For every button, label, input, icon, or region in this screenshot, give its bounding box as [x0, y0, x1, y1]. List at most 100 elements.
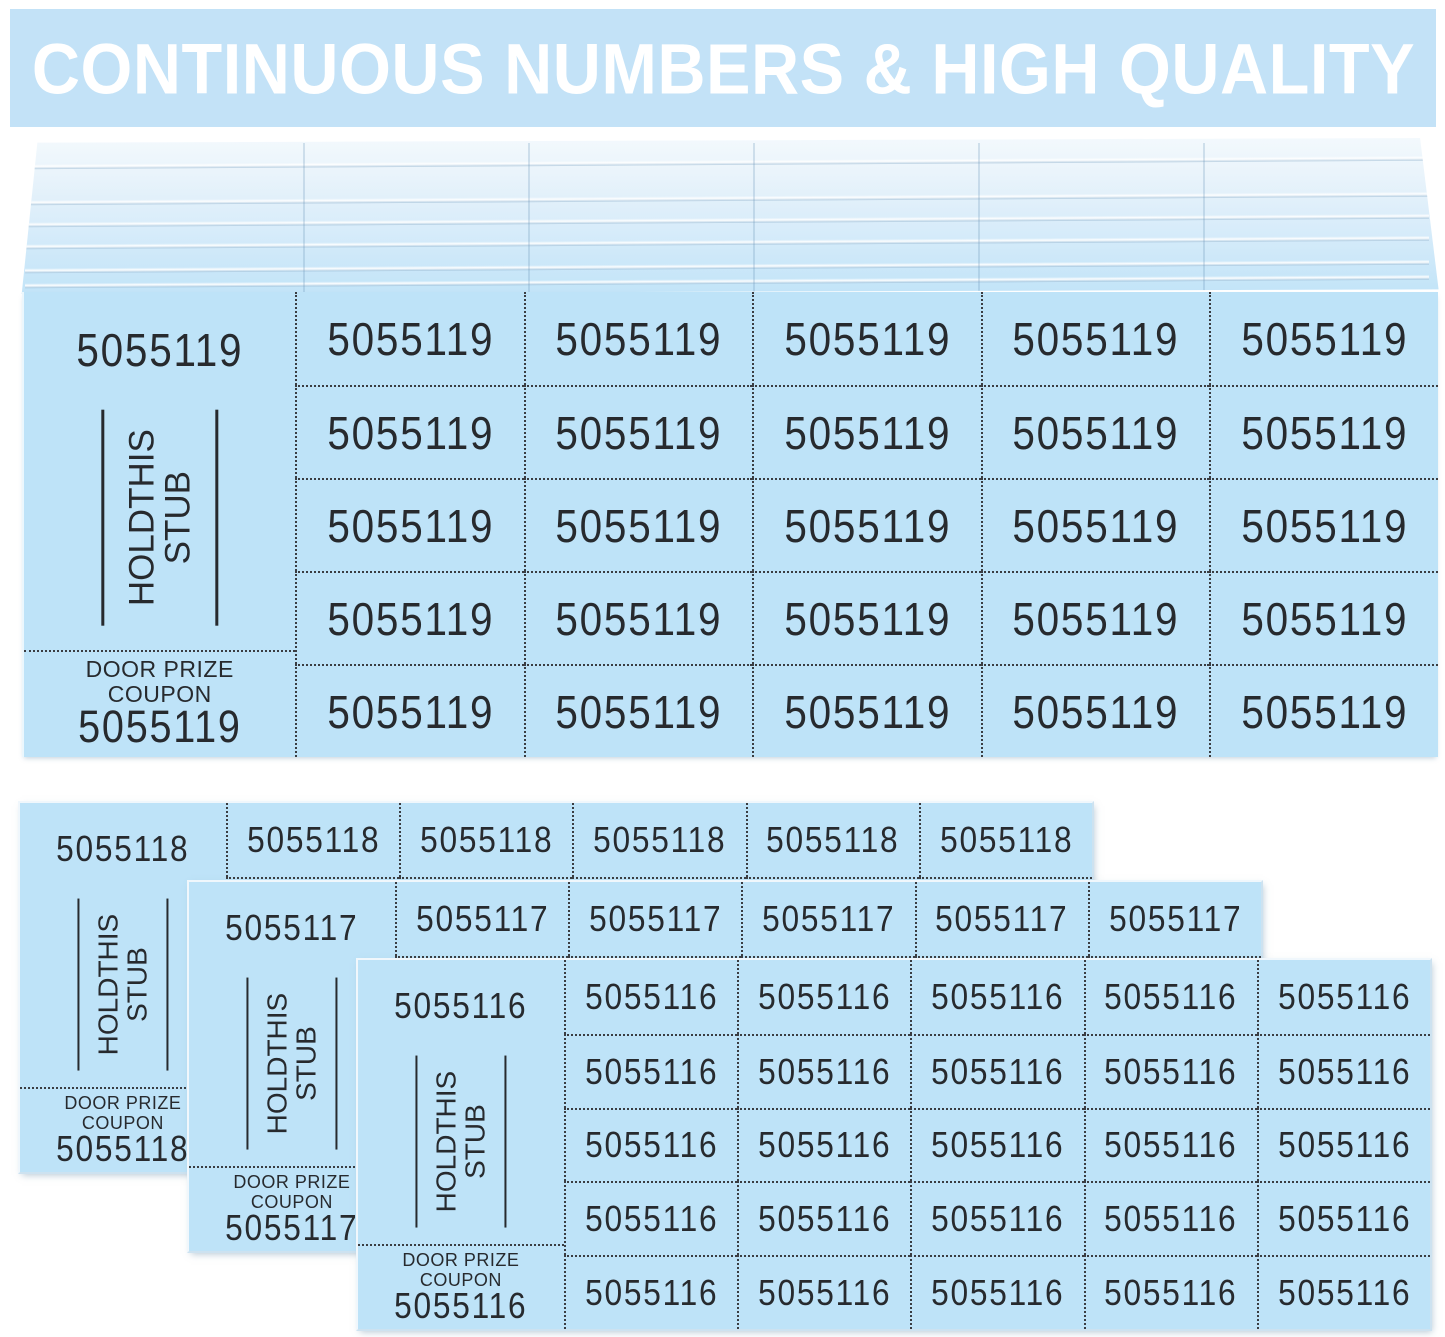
ticket-cell: 5055117 [394, 882, 568, 956]
hold-stub-area: HOLDTHIS STUB [24, 408, 295, 650]
ticket-cell: 5055116 [1083, 1255, 1257, 1329]
ticket-cell: 5055119 [980, 292, 1210, 385]
stack-edge-line [24, 274, 1429, 289]
ticket-serial-number: 5055119 [1241, 499, 1409, 552]
ticket-cell: 5055116 [1256, 1033, 1430, 1108]
hold-label-line: STUB [458, 1103, 490, 1179]
ticket-serial-number: 5055119 [1012, 499, 1180, 552]
ticket-cell: 5055116 [737, 1107, 911, 1182]
hold-label-line: HOLDTHIS [92, 913, 124, 1055]
ticket-cell: 5055119 [295, 385, 524, 478]
banner: CONTINUOUS NUMBERS & HIGH QUALITY [0, 0, 1445, 137]
ticket-serial-number: 5055119 [555, 312, 723, 365]
ticket-cell: 5055116 [910, 1181, 1084, 1256]
ticket-cell: 5055116 [1083, 1107, 1257, 1182]
serial-number-text: 5055118 [56, 828, 190, 870]
hold-label-line: STUB [289, 1025, 321, 1101]
ticket-cell: 5055119 [523, 385, 753, 478]
ticket-cell: 5055119 [295, 292, 524, 385]
coupon-label-line: DOOR PRIZE [64, 1093, 182, 1114]
ticket-serial-number: 5055119 [1012, 406, 1180, 459]
ticket-serial-number: 5055116 [1277, 1198, 1412, 1240]
ticket-cell: 5055119 [295, 478, 524, 571]
ticket-serial-number: 5055119 [1012, 592, 1180, 645]
hold-label-line: HOLDTHIS [430, 1070, 462, 1212]
ticket-cell: 5055118 [225, 803, 399, 877]
ticket-serial-number: 5055116 [758, 975, 892, 1017]
ticket-cell: 5055119 [752, 478, 981, 571]
ticket-stub: 5055116 HOLDTHIS STUB DOOR PRIZE COUPON 50551… [358, 960, 564, 1329]
ticket-serial-number: 5055116 [1104, 1272, 1238, 1314]
ticket-serial-number: 5055116 [1277, 1272, 1412, 1314]
ticket-cell: 5055116 [1083, 960, 1257, 1034]
coupon-serial-number: 5055116 [358, 1287, 564, 1323]
ticket-cell: 5055116 [910, 960, 1083, 1034]
ticket-serial-number: 5055116 [584, 1272, 719, 1314]
serial-number-text: 5055119 [77, 700, 242, 752]
ticket-serial-number: 5055119 [1241, 685, 1409, 738]
banner-title: CONTINUOUS NUMBERS & HIGH QUALITY [31, 27, 1415, 109]
ticket-cell: 5055118 [918, 803, 1092, 877]
ticket-stack-edges [21, 138, 1439, 294]
stack-column-crease [303, 142, 305, 294]
serial-number-text: 5055119 [76, 324, 244, 377]
stack-edge-line [24, 235, 1429, 250]
stack-edge-line [24, 213, 1429, 228]
ticket-serial-number: 5055116 [1277, 1124, 1412, 1166]
ticket-serial-number: 5055119 [327, 499, 495, 552]
ticket-serial-number: 5055119 [555, 685, 723, 738]
ticket-cell: 5055116 [737, 1181, 911, 1256]
serial-number-text: 5055116 [394, 985, 528, 1027]
ticket-serial-number: 5055118 [246, 818, 381, 860]
ticket-serial-number: 5055117 [762, 897, 896, 939]
ticket-cell: 5055119 [1209, 571, 1438, 664]
ticket-serial-number: 5055119 [1241, 592, 1409, 645]
ticket-cell: 5055118 [745, 803, 919, 877]
ticket-stub: 5055117 HOLDTHIS STUB DOOR PRIZE COUPON 50551… [189, 882, 395, 1251]
ticket-serial-number: 5055119 [1012, 685, 1180, 738]
ticket-sheet-5055116: 5055116 HOLDTHIS STUB DOOR PRIZE COUPON 50551… [356, 958, 1432, 1331]
ticket-serial-number: 5055116 [1104, 975, 1238, 1017]
ticket-cell: 5055119 [523, 292, 753, 385]
ticket-serial-number: 5055118 [766, 818, 900, 860]
ticket-serial-number: 5055116 [1104, 1124, 1238, 1166]
banner-background: CONTINUOUS NUMBERS & HIGH QUALITY [10, 9, 1436, 127]
ticket-serial-number: 5055119 [1241, 312, 1409, 365]
ticket-cell: 5055116 [563, 1107, 738, 1182]
ticket-serial-number: 5055116 [584, 975, 719, 1017]
hold-label-line: HOLDTHIS [261, 992, 293, 1134]
ticket-cell: 5055119 [752, 571, 981, 664]
ticket-serial-number: 5055116 [931, 975, 1065, 1017]
coupon-label-line: DOOR PRIZE [402, 1250, 520, 1271]
ticket-cell: 5055118 [572, 803, 745, 877]
coupon-label-line: COUPON [419, 1269, 502, 1290]
hold-label-line: STUB [157, 471, 197, 565]
hold-label-line: STUB [120, 946, 152, 1022]
ticket-serial-number: 5055116 [584, 1124, 719, 1166]
ticket-cell: 5055119 [523, 478, 753, 571]
coupon-label-line: COUPON [107, 680, 212, 707]
ticket-serial-number: 5055119 [784, 406, 952, 459]
ticket-cell: 5055116 [563, 1255, 738, 1329]
ticket-serial-number: 5055118 [420, 818, 554, 860]
ticket-serial-number: 5055116 [1104, 1050, 1238, 1092]
ticket-serial-number: 5055119 [327, 406, 495, 459]
stack-edge-line [24, 155, 1429, 170]
coupon-label-line: COUPON [250, 1191, 333, 1212]
ticket-serial-number: 5055116 [758, 1050, 892, 1092]
ticket-serial-number: 5055119 [327, 312, 495, 365]
ticket-grid: 5055119 5055119 5055119 5055119 5055119 50551… [295, 292, 1438, 757]
ticket-cell: 5055119 [752, 292, 981, 385]
ticket-serial-number: 5055116 [758, 1124, 892, 1166]
ticket-cell: 5055117 [741, 882, 914, 956]
stack-edge-line [24, 259, 1429, 274]
ticket-cell: 5055116 [1083, 1181, 1257, 1256]
ticket-cell: 5055119 [523, 664, 753, 757]
ticket-cell: 5055119 [295, 571, 524, 664]
ticket-cell: 5055116 [910, 1107, 1084, 1182]
ticket-grid: 5055116 5055116 5055116 5055116 5055116 50551… [563, 960, 1430, 1329]
ticket-serial-number: 5055117 [589, 897, 723, 939]
ticket-cell: 5055116 [737, 960, 910, 1034]
serial-number-text: 5055117 [225, 1207, 359, 1249]
